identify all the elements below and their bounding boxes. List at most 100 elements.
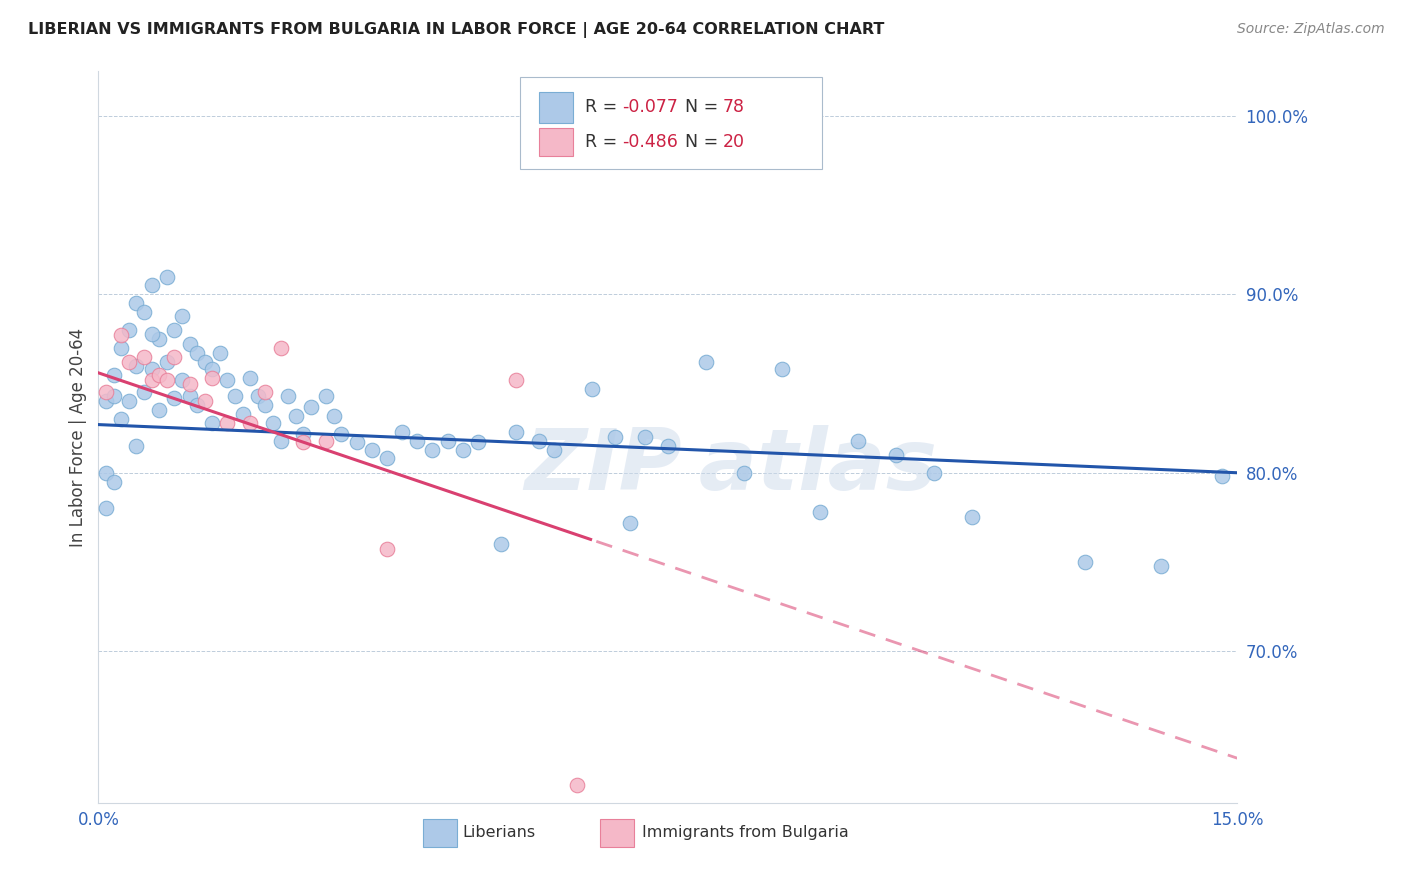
Text: R =: R = xyxy=(585,133,623,152)
Point xyxy=(695,355,717,369)
Point xyxy=(315,434,337,448)
Point xyxy=(1150,558,1173,573)
FancyBboxPatch shape xyxy=(538,92,574,122)
Y-axis label: In Labor Force | Age 20-64: In Labor Force | Age 20-64 xyxy=(69,327,87,547)
Point xyxy=(103,368,125,382)
Point xyxy=(141,362,163,376)
Point xyxy=(194,394,217,409)
Point xyxy=(118,323,141,337)
FancyBboxPatch shape xyxy=(538,128,574,156)
Point xyxy=(103,389,125,403)
Point xyxy=(1211,469,1233,483)
Point xyxy=(141,373,163,387)
Point xyxy=(179,337,201,351)
Text: R =: R = xyxy=(585,98,623,116)
Point xyxy=(299,400,322,414)
Point xyxy=(118,355,141,369)
Point xyxy=(170,373,193,387)
Point xyxy=(186,346,208,360)
Point xyxy=(125,296,148,310)
Point xyxy=(922,466,945,480)
Text: 20: 20 xyxy=(723,133,745,152)
Point xyxy=(634,430,657,444)
Point xyxy=(163,391,186,405)
Point xyxy=(284,409,307,423)
Point xyxy=(406,434,429,448)
Point xyxy=(156,269,179,284)
Point xyxy=(619,516,641,530)
FancyBboxPatch shape xyxy=(520,78,821,169)
FancyBboxPatch shape xyxy=(423,819,457,847)
Point xyxy=(270,434,292,448)
Point xyxy=(375,451,398,466)
Point xyxy=(375,542,398,557)
Point xyxy=(315,389,337,403)
Point xyxy=(94,394,117,409)
Text: N =: N = xyxy=(685,133,724,152)
Point xyxy=(603,430,626,444)
Text: Source: ZipAtlas.com: Source: ZipAtlas.com xyxy=(1237,22,1385,37)
Point xyxy=(808,505,831,519)
Point xyxy=(110,328,132,343)
Text: N =: N = xyxy=(685,98,724,116)
Point xyxy=(239,371,262,385)
Point xyxy=(194,355,217,369)
Point xyxy=(163,323,186,337)
Point xyxy=(94,466,117,480)
Point xyxy=(581,382,603,396)
Point xyxy=(505,373,527,387)
Point xyxy=(1074,555,1097,569)
Point xyxy=(262,416,284,430)
Point xyxy=(148,332,170,346)
Point xyxy=(179,389,201,403)
Point xyxy=(489,537,512,551)
Point xyxy=(125,359,148,373)
Point xyxy=(163,350,186,364)
Point xyxy=(201,416,224,430)
Point xyxy=(270,341,292,355)
Point xyxy=(156,373,179,387)
Point xyxy=(170,309,193,323)
Point xyxy=(565,778,588,792)
Point xyxy=(543,442,565,457)
Point xyxy=(960,510,983,524)
Point xyxy=(346,435,368,450)
Point xyxy=(884,448,907,462)
Point xyxy=(103,475,125,489)
Point xyxy=(292,426,315,441)
Point xyxy=(451,442,474,457)
Point xyxy=(330,426,353,441)
Point xyxy=(239,416,262,430)
Point xyxy=(277,389,299,403)
Point xyxy=(467,435,489,450)
Point xyxy=(125,439,148,453)
Point xyxy=(118,394,141,409)
Point xyxy=(224,389,246,403)
Point xyxy=(360,442,382,457)
Point xyxy=(422,442,444,457)
Point xyxy=(505,425,527,439)
Point xyxy=(770,362,793,376)
Point xyxy=(246,389,269,403)
Point xyxy=(148,403,170,417)
Point xyxy=(141,326,163,341)
Point xyxy=(201,371,224,385)
Point xyxy=(217,416,239,430)
Point xyxy=(201,362,224,376)
Point xyxy=(254,398,277,412)
Point xyxy=(132,305,155,319)
FancyBboxPatch shape xyxy=(599,819,634,847)
Text: -0.486: -0.486 xyxy=(623,133,678,152)
Point xyxy=(217,373,239,387)
Point xyxy=(733,466,755,480)
Point xyxy=(148,368,170,382)
Point xyxy=(527,434,550,448)
Point xyxy=(657,439,679,453)
Text: LIBERIAN VS IMMIGRANTS FROM BULGARIA IN LABOR FORCE | AGE 20-64 CORRELATION CHAR: LIBERIAN VS IMMIGRANTS FROM BULGARIA IN … xyxy=(28,22,884,38)
Point xyxy=(208,346,231,360)
Point xyxy=(141,278,163,293)
Text: Liberians: Liberians xyxy=(463,825,536,840)
Point xyxy=(179,376,201,391)
Text: ZIP atlas: ZIP atlas xyxy=(524,425,936,508)
Point xyxy=(254,385,277,400)
